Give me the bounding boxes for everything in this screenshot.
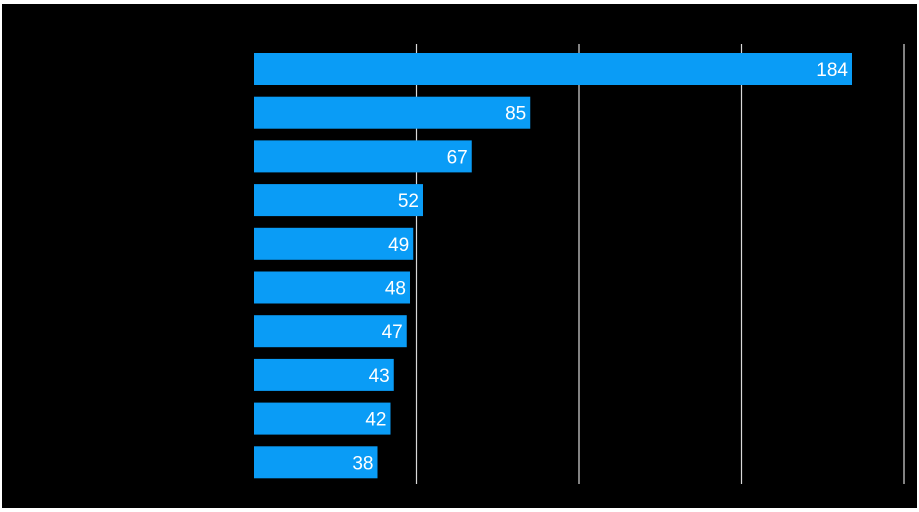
data-label: 85 bbox=[505, 104, 526, 125]
bar bbox=[254, 271, 410, 304]
bar bbox=[254, 446, 378, 479]
data-label: 52 bbox=[398, 191, 419, 212]
bar bbox=[254, 358, 394, 391]
bar bbox=[254, 96, 531, 129]
bar bbox=[254, 315, 407, 348]
data-label: 43 bbox=[369, 366, 390, 387]
data-label: 67 bbox=[447, 147, 468, 168]
bar bbox=[254, 402, 391, 435]
data-label: 184 bbox=[816, 60, 848, 81]
bar bbox=[254, 184, 423, 217]
bar bbox=[254, 53, 852, 85]
bar bbox=[254, 140, 472, 173]
bar bbox=[254, 227, 414, 260]
data-label: 42 bbox=[365, 410, 386, 431]
data-label: 47 bbox=[382, 322, 403, 343]
chart-background bbox=[2, 4, 917, 508]
data-label: 48 bbox=[385, 279, 406, 300]
data-label: 38 bbox=[352, 453, 373, 474]
data-label: 49 bbox=[388, 235, 409, 256]
